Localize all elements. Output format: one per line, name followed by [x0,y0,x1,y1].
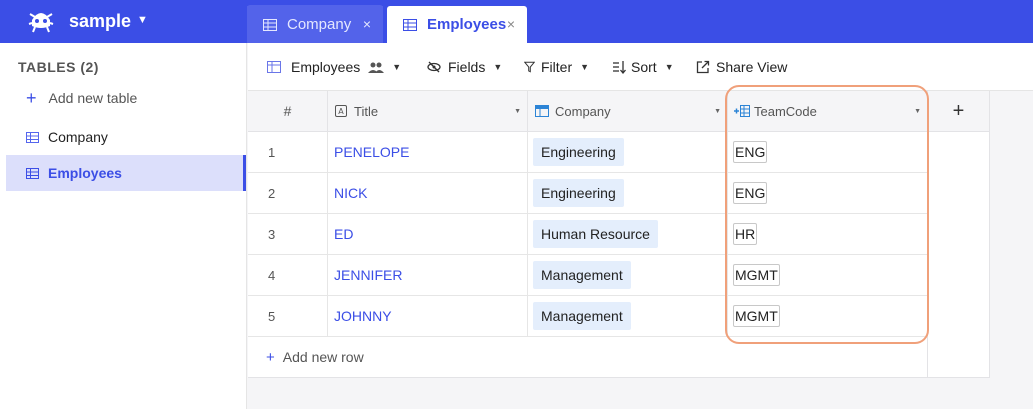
add-new-row-button[interactable]: + Add new row [248,337,928,378]
chevron-down-icon[interactable]: ▼ [914,108,921,115]
sidebar: TABLES (2) + Add new table Company Emplo… [0,43,247,409]
chevron-down-icon[interactable]: ▼ [714,108,721,115]
grid-view-icon [267,61,281,73]
view-toolbar: Employees ▼ Fields ▼ Filter ▼ [248,43,1033,91]
teamcode-cell[interactable]: ENG [728,132,928,173]
sort-icon [613,61,626,74]
tab-label: Company [287,16,352,33]
column-header-label: # [283,103,292,119]
view-name: Employees [291,59,361,75]
sidebar-item-label: Company [48,129,108,145]
column-header-label: Company [555,103,611,119]
eye-off-icon [427,61,441,73]
teamcode-cell[interactable]: ENG [728,173,928,214]
column-header-title[interactable]: A Title ▼ [328,91,528,132]
grid-icon [26,131,39,143]
add-column-button[interactable]: + [928,91,990,132]
column-header-teamcode[interactable]: TeamCode ▼ [728,91,928,132]
teamcode-cell[interactable]: MGMT [728,255,928,296]
svg-text:A: A [338,107,344,116]
chevron-down-icon: ▼ [493,62,503,72]
title-cell[interactable]: JENNIFER [328,255,528,296]
row-number: 5 [248,296,328,337]
company-chip[interactable]: Engineering [533,179,624,207]
row-number: 2 [248,173,328,214]
empty-column-area [928,132,990,378]
teamcode-cell[interactable]: MGMT [728,296,928,337]
teamcode-chip: MGMT [733,305,780,327]
close-icon[interactable]: × [362,16,371,32]
share-view-button[interactable]: Share View [696,59,787,75]
sidebar-item-label: Employees [48,165,122,181]
tab-employees[interactable]: Employees × [387,6,527,43]
users-icon [368,62,385,73]
company-cell[interactable]: Engineering [528,173,728,214]
title-cell[interactable]: JOHNNY [328,296,528,337]
grid-icon [403,18,417,31]
fields-label: Fields [448,59,486,75]
plus-icon: + [26,88,37,108]
share-icon [696,60,710,74]
teamcode-cell[interactable]: HR [728,214,928,255]
company-cell[interactable]: Management [528,296,728,337]
column-header-rownum: # [248,91,328,132]
sidebar-item-company[interactable]: Company [6,119,246,155]
title-cell[interactable]: NICK [328,173,528,214]
tables-heading: TABLES (2) [18,59,99,75]
tab-label: Employees [427,16,507,33]
sort-button[interactable]: Sort ▼ [612,59,674,75]
column-header-label: Title [354,103,379,119]
text-field-icon: A [335,105,347,117]
column-header-company[interactable]: Company ▼ [528,91,728,132]
column-header-label: TeamCode [754,103,817,119]
grid-icon [26,167,39,179]
teamcode-chip: ENG [733,182,768,204]
sidebar-item-employees[interactable]: Employees [6,155,246,191]
company-chip[interactable]: Engineering [533,138,624,166]
teamcode-chip: ENG [733,141,768,163]
teamcode-chip: MGMT [733,264,780,286]
lookup-field-icon [734,105,750,117]
share-view-label: Share View [716,59,788,75]
tab-company[interactable]: Company × [247,6,383,43]
chevron-down-icon: ▼ [664,62,674,72]
chevron-down-icon[interactable]: ▼ [137,14,148,26]
add-new-table-button[interactable]: + Add new table [26,88,138,108]
plus-icon: + [266,348,275,366]
chevron-down-icon[interactable]: ▼ [514,108,521,115]
grid-icon [263,18,277,31]
filter-label: Filter [541,59,573,75]
project-name[interactable]: sample [69,11,132,31]
row-number: 1 [248,132,328,173]
plus-icon: + [952,99,965,122]
company-chip[interactable]: Management [533,302,631,330]
row-number: 4 [248,255,328,296]
company-cell[interactable]: Engineering [528,132,728,173]
fields-button[interactable]: Fields ▼ [427,59,502,75]
company-cell[interactable]: Human Resource [528,214,728,255]
row-number: 3 [248,214,328,255]
chevron-down-icon: ▼ [580,62,590,72]
title-cell[interactable]: PENELOPE [328,132,528,173]
close-icon[interactable]: × [506,16,515,32]
add-table-label: Add new table [48,90,138,106]
link-field-icon [535,105,549,117]
filter-button[interactable]: Filter ▼ [524,59,589,75]
filter-icon [524,61,535,73]
chevron-down-icon: ▼ [392,62,402,72]
company-cell[interactable]: Management [528,255,728,296]
sort-label: Sort [631,59,657,75]
teamcode-chip: HR [733,223,758,245]
title-cell[interactable]: ED [328,214,528,255]
add-row-label: Add new row [282,349,364,365]
view-selector[interactable]: Employees ▼ [267,59,401,75]
app-logo-icon[interactable] [26,8,56,34]
company-chip[interactable]: Management [533,261,631,289]
company-chip[interactable]: Human Resource [533,220,658,248]
